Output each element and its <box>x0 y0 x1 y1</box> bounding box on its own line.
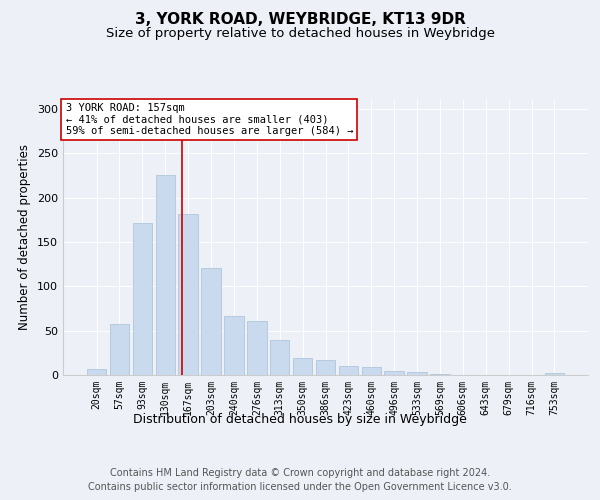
Bar <box>430 374 449 375</box>
Bar <box>362 367 381 375</box>
Bar <box>407 372 427 375</box>
Bar <box>87 369 106 375</box>
Bar <box>293 358 313 375</box>
Bar <box>110 324 129 375</box>
Text: 3 YORK ROAD: 157sqm
← 41% of detached houses are smaller (403)
59% of semi-detac: 3 YORK ROAD: 157sqm ← 41% of detached ho… <box>65 103 353 136</box>
Bar <box>316 360 335 375</box>
Bar <box>247 321 266 375</box>
Text: 3, YORK ROAD, WEYBRIDGE, KT13 9DR: 3, YORK ROAD, WEYBRIDGE, KT13 9DR <box>134 12 466 28</box>
Bar <box>545 373 564 375</box>
Y-axis label: Number of detached properties: Number of detached properties <box>19 144 31 330</box>
Text: Contains HM Land Registry data © Crown copyright and database right 2024.
Contai: Contains HM Land Registry data © Crown c… <box>88 468 512 491</box>
Bar <box>178 214 198 375</box>
Bar <box>224 316 244 375</box>
Bar <box>385 372 404 375</box>
Bar <box>133 224 152 375</box>
Text: Size of property relative to detached houses in Weybridge: Size of property relative to detached ho… <box>106 28 494 40</box>
Bar <box>270 340 289 375</box>
Text: Distribution of detached houses by size in Weybridge: Distribution of detached houses by size … <box>133 412 467 426</box>
Bar <box>202 268 221 375</box>
Bar <box>155 174 175 375</box>
Bar <box>338 366 358 375</box>
